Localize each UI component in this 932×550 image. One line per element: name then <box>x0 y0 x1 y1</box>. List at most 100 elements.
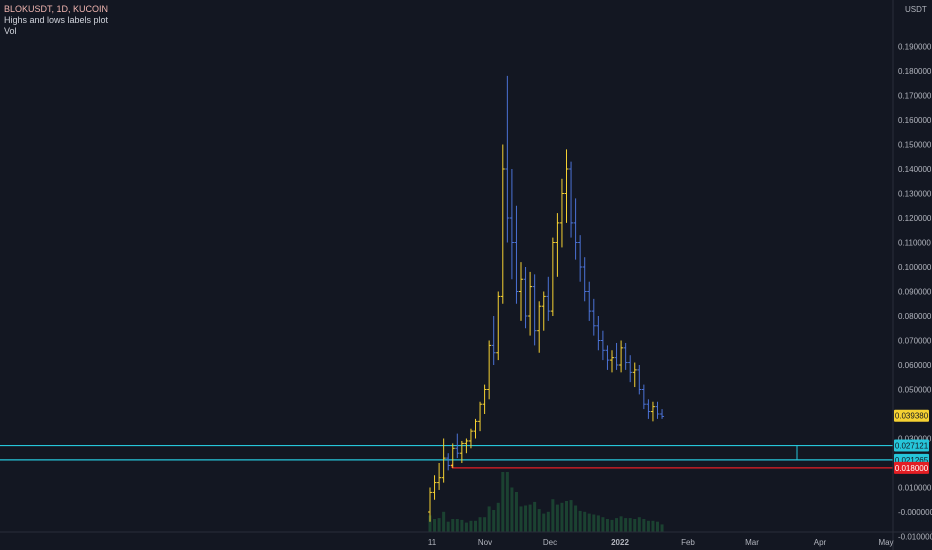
volume-bar <box>528 504 532 532</box>
volume-bar <box>619 516 623 532</box>
ohlc-bar <box>637 365 642 395</box>
ohlc-bar <box>555 213 560 277</box>
volume-bar <box>469 520 473 532</box>
volume-bar <box>492 510 496 532</box>
ohlc-bar <box>655 401 660 419</box>
ohlc-bar <box>496 291 501 361</box>
ohlc-bar <box>546 276 551 321</box>
ohlc-bar <box>660 409 665 419</box>
price-tick-label: 0.130000 <box>898 190 932 199</box>
ohlc-bar <box>623 342 628 370</box>
ohlc-bar <box>473 418 478 439</box>
ohlc-bar <box>482 384 487 414</box>
ohlc-bar <box>468 428 473 449</box>
ohlc-bar <box>628 355 633 383</box>
ohlc-bar <box>619 340 624 373</box>
ohlc-bar <box>441 438 446 483</box>
ohlc-bar <box>632 362 637 388</box>
price-tick-label: 0.030000 <box>898 435 932 444</box>
volume-bar <box>464 522 468 532</box>
ohlc-bar <box>455 433 460 459</box>
price-tick-label: 0.070000 <box>898 337 932 346</box>
volume-bar <box>460 519 464 532</box>
volume-bar <box>642 519 646 532</box>
ohlc-bar <box>523 267 528 329</box>
volume-bar <box>483 517 487 532</box>
ohlc-bar <box>600 330 605 361</box>
ohlc-bar <box>528 271 533 336</box>
time-axis[interactable]: 11 Nov Dec 2022 Feb Mar Apr May <box>0 531 932 547</box>
volume-bar <box>446 521 450 532</box>
volume-bar <box>514 492 518 532</box>
last-price-tag-text: 0.039380 <box>895 412 929 421</box>
low-level-tag: 0.018000 <box>894 461 929 474</box>
symbol-title[interactable]: BLOKUSDT, 1D, KUCOIN <box>4 4 109 14</box>
price-tick-label: 0.050000 <box>898 386 932 395</box>
volume-bar <box>519 506 523 532</box>
ohlc-bar <box>478 401 483 432</box>
volume-bar <box>510 487 514 532</box>
ohlc-bar <box>591 298 596 336</box>
ohlc-bar <box>459 440 464 463</box>
price-axis[interactable]: USDT 0.190000 0.180000 0.170000 0.160000 0.15… <box>892 0 932 550</box>
last-price-tag-box <box>894 409 929 422</box>
volume-bar <box>601 517 605 532</box>
chart-legend: BLOKUSDT, 1D, KUCOIN Highs and lows labe… <box>4 4 108 37</box>
volume-bar <box>542 513 546 532</box>
time-tick-label: Dec <box>543 538 557 547</box>
upper-level-tag: 0.027121 <box>894 439 929 452</box>
low-level-tag-text: 0.018000 <box>895 464 929 473</box>
price-tick-label: 0.120000 <box>898 214 932 223</box>
ohlc-bar <box>487 340 492 400</box>
ohlc-bar <box>537 301 542 353</box>
ohlc-bar <box>541 291 546 331</box>
indicator-volume[interactable]: Vol <box>4 26 17 36</box>
volume-bar <box>569 500 573 532</box>
volume-bar <box>555 504 559 532</box>
volume-bar <box>628 518 632 532</box>
time-tick-label: 11 <box>428 538 437 547</box>
volume-bar <box>578 510 582 532</box>
volume-layer <box>428 472 664 532</box>
volume-bar <box>455 519 459 532</box>
ohlc-bars <box>428 75 665 522</box>
volume-bar <box>487 506 491 532</box>
volume-bar <box>651 520 655 532</box>
ohlc-bar <box>519 262 523 321</box>
upper-level-tag-box <box>894 439 929 452</box>
volume-bar <box>656 521 659 532</box>
volume-bar <box>615 518 619 532</box>
volume-bar <box>560 502 564 532</box>
volume-bar <box>574 505 578 532</box>
ohlc-bar <box>578 235 583 282</box>
volume-bar <box>546 511 550 532</box>
volume-bar <box>433 519 437 532</box>
ohlc-bar <box>500 144 505 304</box>
volume-bar <box>524 505 528 532</box>
volume-bar <box>501 472 505 532</box>
ohlc-bar <box>550 237 555 316</box>
ohlc-bar <box>446 453 451 471</box>
price-tick-label: 0.090000 <box>898 288 932 297</box>
ohlc-bar <box>505 75 510 243</box>
low-level-tag-box <box>894 461 929 474</box>
volume-bar <box>596 515 600 532</box>
indicator-highs-lows[interactable]: Highs and lows labels plot <box>4 15 109 25</box>
volume-bar <box>624 518 628 532</box>
level-layer <box>0 444 893 469</box>
price-tick-label: 0.100000 <box>898 263 932 272</box>
price-tick-label: 0.060000 <box>898 361 932 370</box>
volume-bar <box>442 511 446 532</box>
volume-bar <box>646 520 650 532</box>
volume-bar <box>428 515 432 532</box>
ohlc-bar <box>610 350 614 373</box>
ohlc-bar <box>514 205 519 304</box>
ohlc-bar <box>464 438 469 454</box>
upper-level-tag-text: 0.027121 <box>895 442 929 451</box>
volume-bar <box>496 502 500 532</box>
price-tick-label: 0.150000 <box>898 141 932 150</box>
volume-bar <box>637 517 641 532</box>
